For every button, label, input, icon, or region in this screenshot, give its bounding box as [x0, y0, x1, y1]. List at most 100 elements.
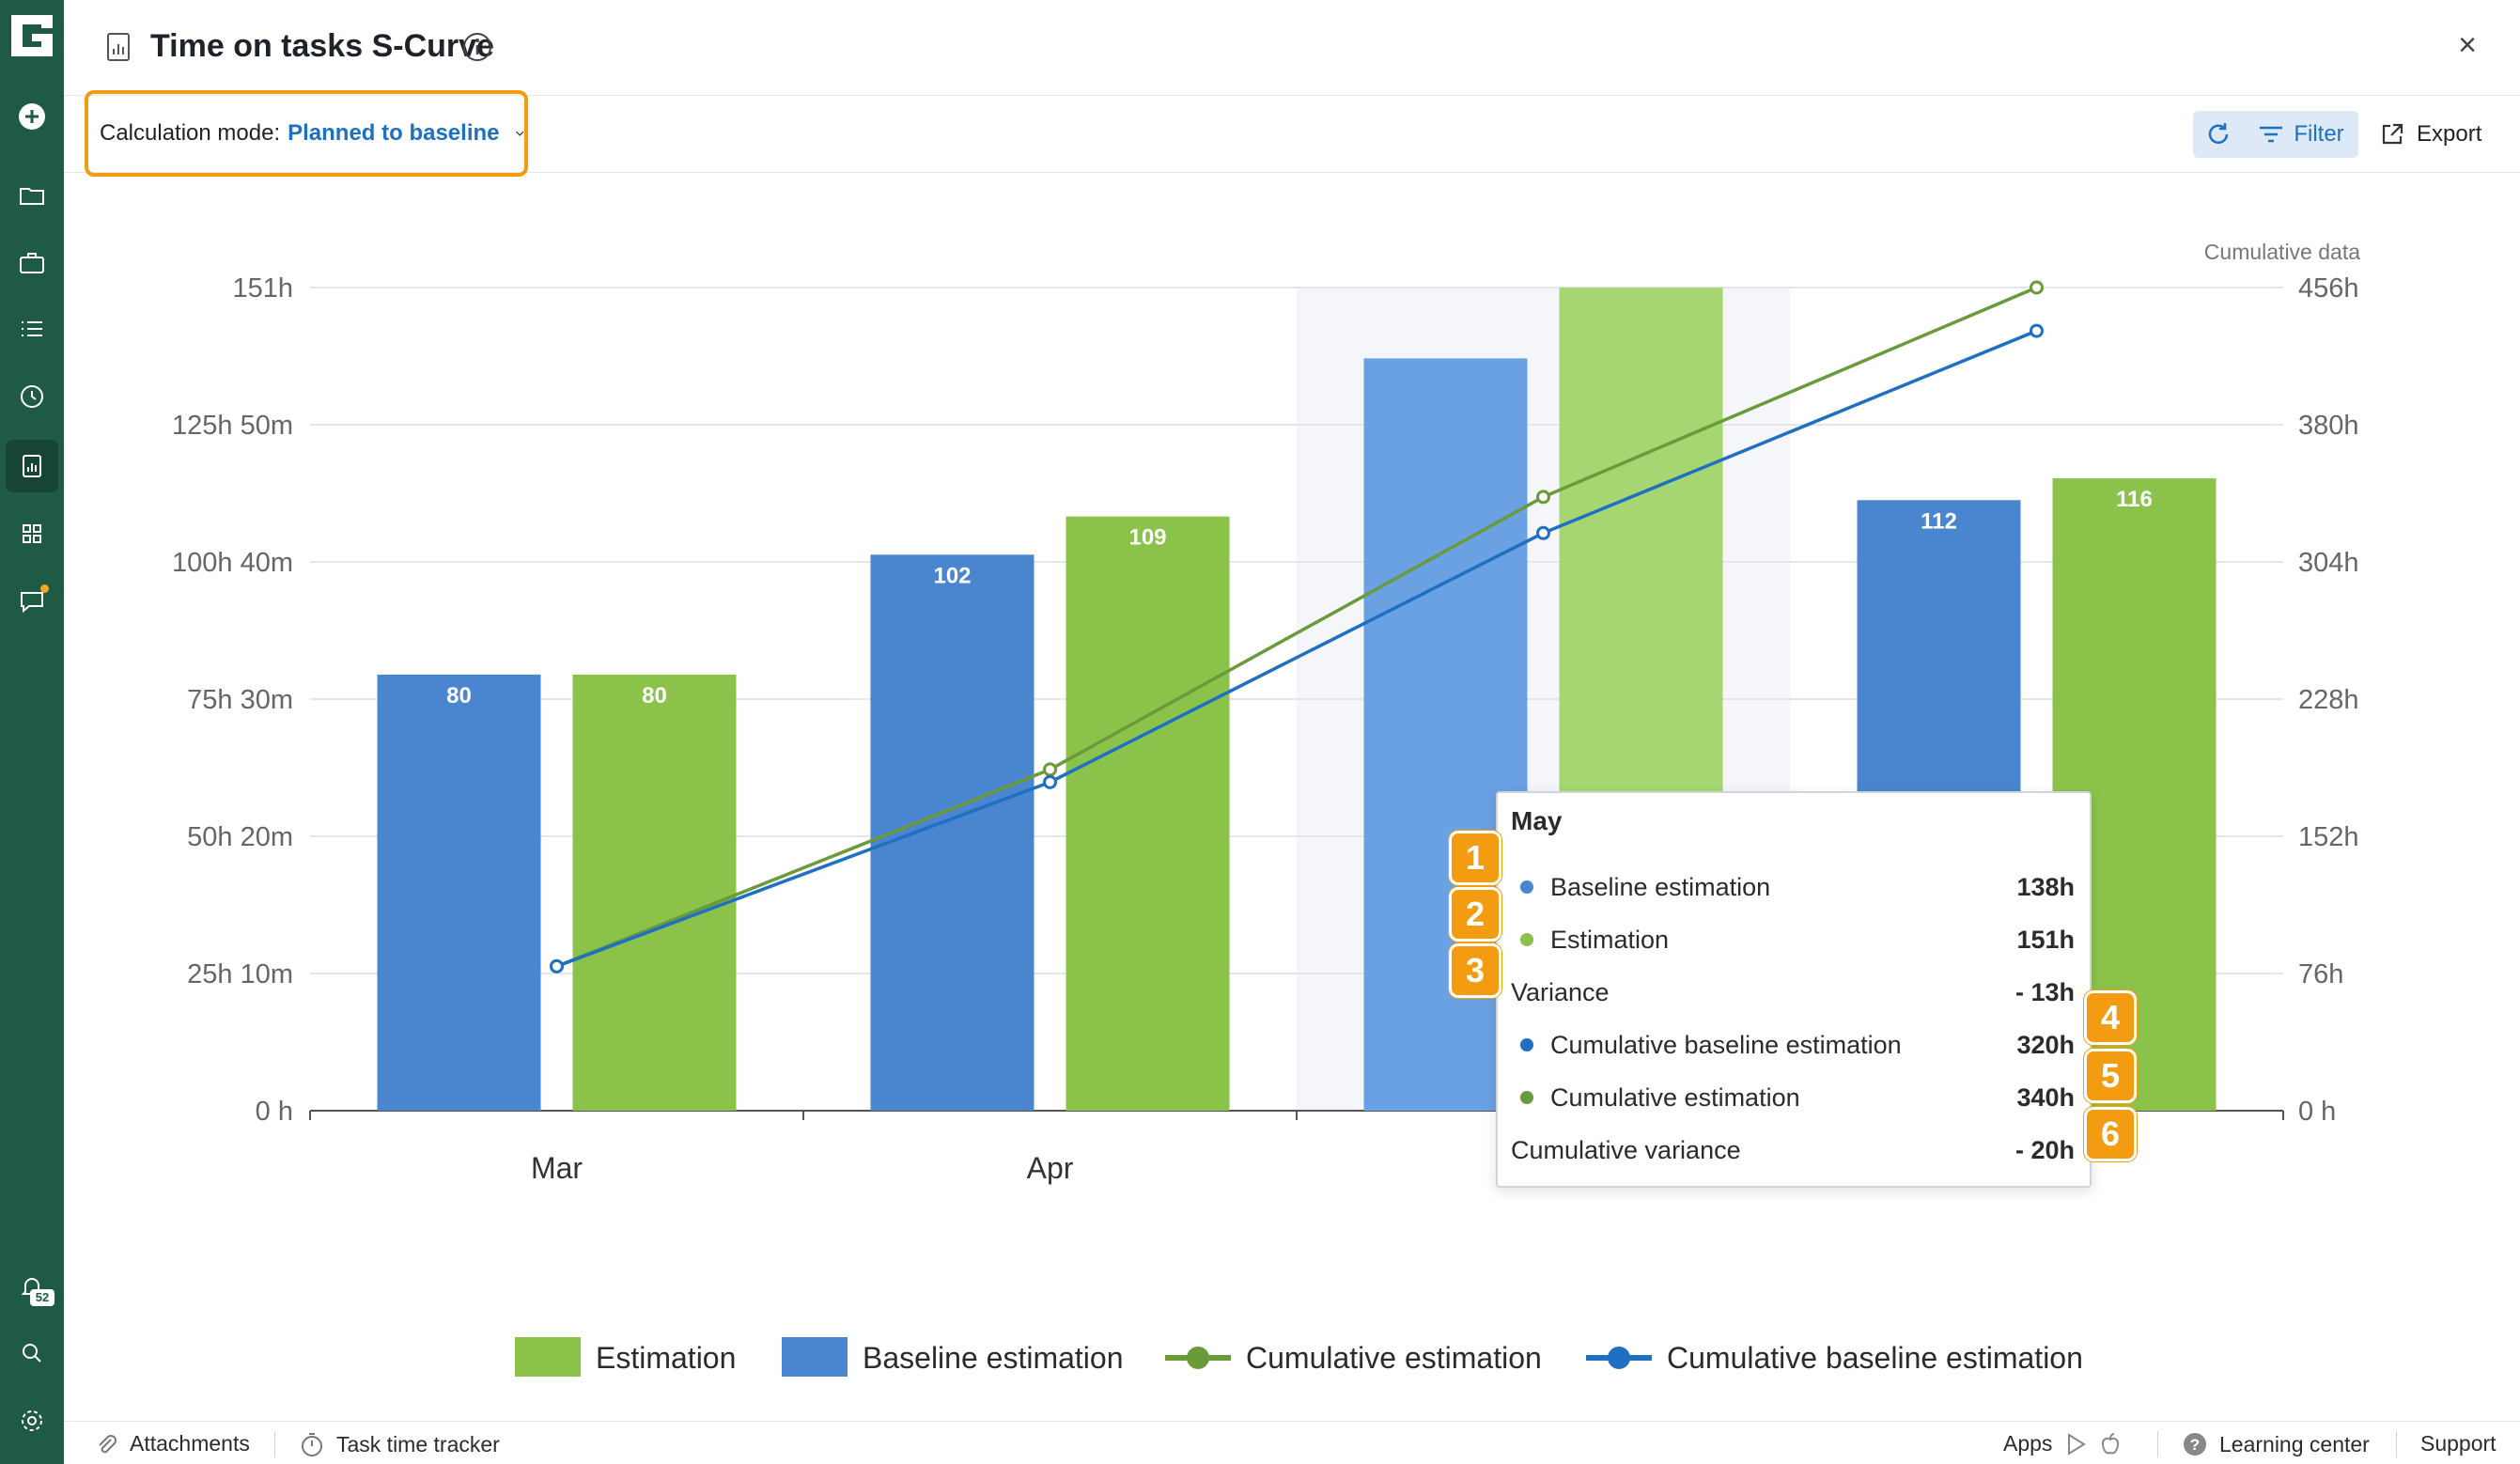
tooltip-title: May [1511, 806, 1563, 835]
legend-cumulative-baseline-estimation-swatch-dot [1608, 1347, 1630, 1369]
left-axis-tick-label: 50h 20m [187, 822, 293, 852]
info-icon[interactable] [460, 30, 494, 64]
page-title: Time on tasks S-Curve [150, 28, 494, 64]
task-time-tracker-link[interactable]: Task time tracker [299, 1431, 500, 1457]
callout-marker-4: 4 [2084, 990, 2137, 1045]
footer-divider [2157, 1431, 2158, 1457]
attachments-link[interactable]: Attachments [94, 1431, 250, 1456]
modal-header: Time on tasks S-Curve × [64, 0, 2520, 96]
tooltip-row-baseline: Baseline estimation 138h [1511, 868, 2075, 906]
cumulative-baseline-estimation-point [1043, 774, 1057, 789]
learning-center-label: Learning center [2219, 1431, 2370, 1456]
clock-icon[interactable] [6, 370, 58, 423]
legend-baseline-estimation-swatch [782, 1337, 848, 1377]
chart-tooltip: May Baseline estimation 138h Estimation … [1496, 791, 2092, 1188]
tooltip-row-cumulative-estimation: Cumulative estimation 340h [1511, 1079, 2075, 1116]
notification-dot [40, 584, 49, 593]
support-label: Support [2420, 1431, 2497, 1456]
report-icon[interactable] [6, 440, 58, 492]
tooltip-row-name: Cumulative estimation [1550, 1082, 1800, 1112]
filter-button[interactable]: Filter [2244, 111, 2358, 158]
right-axis-title: Cumulative data [2204, 240, 2360, 264]
export-label: Export [2417, 121, 2482, 147]
tooltip-row-name: Estimation [1550, 925, 1670, 954]
add-icon[interactable] [6, 90, 58, 143]
apple-icon [2102, 1432, 2120, 1454]
legend-estimation-swatch [515, 1337, 581, 1377]
footer-divider [274, 1431, 275, 1457]
tooltip-row-value: - 20h [2014, 1135, 2075, 1164]
tooltip-row-cumulative-variance: Cumulative variance - 20h [1511, 1131, 2075, 1169]
left-axis-tick-label: 0 h [256, 1097, 293, 1127]
support-link[interactable]: Support [2420, 1431, 2497, 1456]
legend-cumulative-estimation-swatch-dot [1187, 1347, 1209, 1369]
tooltip-row-name: Variance [1511, 977, 1610, 1006]
x-axis-category-label: Mar [531, 1151, 583, 1185]
estimation-bar-data-label: 80 [642, 683, 667, 709]
right-axis-tick-label: 456h [2298, 273, 2359, 304]
baseline-dot-icon [1520, 880, 1533, 894]
baseline-estimation-bar [377, 674, 541, 1111]
report-icon [107, 33, 130, 61]
filter-icon [2260, 126, 2283, 143]
baseline-bar-data-label: 102 [933, 563, 971, 588]
estimation-dot-icon [1520, 933, 1533, 946]
bell-icon[interactable]: 52 [6, 1261, 58, 1314]
list-icon[interactable] [6, 303, 58, 355]
chart-canvas: 0 h 25h 10m 50h 20m 75h 30m 100h 40m 125h 50m… [172, 240, 2360, 1377]
left-axis-tick-label: 125h 50m [172, 411, 293, 441]
left-sidebar: 52 [0, 0, 64, 1464]
left-axis-tick-label: 151h [232, 273, 293, 304]
tooltip-row-variance: Variance - 13h [1511, 973, 2075, 1011]
calculation-mode-dropdown[interactable]: Calculation mode: Planned to baseline [85, 90, 528, 177]
right-axis-tick-label: 304h [2298, 548, 2359, 578]
settings-icon[interactable] [6, 1394, 58, 1447]
right-axis-tick-label: 152h [2298, 822, 2359, 852]
footer-bar: Attachments Task time tracker Apps ? Lea… [64, 1421, 2520, 1464]
cumulative-baseline-estimation-point [2030, 323, 2044, 338]
app-logo-icon[interactable] [6, 9, 58, 62]
stopwatch-icon [302, 1433, 322, 1456]
tooltip-row-value: 340h [2016, 1082, 2075, 1112]
legend-cumulative-baseline-estimation-label: Cumulative baseline estimation [1667, 1341, 2083, 1375]
refresh-button[interactable] [2193, 111, 2244, 158]
x-axis-category-label: Apr [1027, 1151, 1074, 1185]
attachments-label: Attachments [130, 1431, 250, 1456]
footer-divider [2396, 1431, 2397, 1457]
callout-marker-1: 1 [1449, 831, 1501, 885]
apps-link[interactable]: Apps [2003, 1431, 2122, 1456]
tooltip-row-name: Cumulative variance [1511, 1135, 1741, 1164]
tooltip-row-name: Cumulative baseline estimation [1550, 1030, 1902, 1059]
tooltip-row-cumulative-baseline: Cumulative baseline estimation 320h [1511, 1026, 2075, 1064]
grid-icon[interactable] [6, 507, 58, 560]
export-button[interactable]: Export [2379, 111, 2501, 158]
legend-cumulative-estimation-label: Cumulative estimation [1246, 1341, 1542, 1375]
legend-estimation-label: Estimation [596, 1341, 736, 1375]
calculation-mode-label: Calculation mode: [100, 120, 281, 146]
right-axis-tick-label: 228h [2298, 685, 2359, 715]
right-axis-tick-label: 0 h [2298, 1097, 2336, 1127]
callout-marker-6: 6 [2084, 1107, 2137, 1161]
callout-marker-3: 3 [1449, 943, 1501, 998]
learning-center-link[interactable]: ? Learning center [2182, 1431, 2370, 1457]
cumulative-estimation-point [1536, 490, 1550, 505]
close-icon[interactable]: × [2458, 27, 2477, 63]
estimation-bar [1066, 516, 1230, 1111]
left-axis-tick-label: 100h 40m [172, 548, 293, 578]
briefcase-icon[interactable] [6, 237, 58, 289]
estimation-bar-data-label: 116 [2116, 487, 2153, 512]
cumulative-estimation-dot-icon [1520, 1091, 1533, 1104]
folder-icon[interactable] [6, 169, 58, 222]
chat-icon[interactable] [6, 575, 58, 628]
cumulative-estimation-line [555, 286, 2038, 968]
chevron-down-icon[interactable] [515, 127, 525, 140]
left-axis-tick-label: 25h 10m [187, 959, 293, 989]
search-icon[interactable] [6, 1327, 58, 1379]
tooltip-row-estimation: Estimation 151h [1511, 921, 2075, 958]
tooltip-row-value: 320h [2016, 1030, 2075, 1059]
svg-text:?: ? [2190, 1436, 2200, 1454]
cumulative-baseline-dot-icon [1520, 1038, 1533, 1051]
estimation-bar-data-label: 109 [1128, 525, 1166, 551]
cumulative-estimation-point [1043, 762, 1057, 777]
calculation-mode-value[interactable]: Planned to baseline [288, 120, 500, 146]
